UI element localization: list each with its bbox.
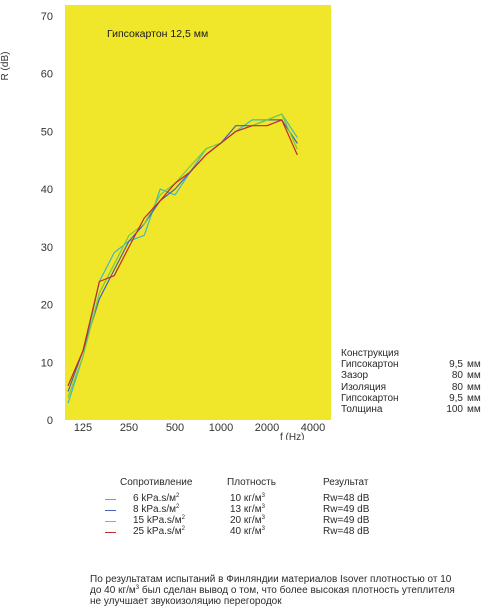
footnote-line-3: не улучшает звукоизоляцию перегородок <box>90 596 282 607</box>
construction-layer-unit: мм <box>467 392 481 404</box>
legend-resistance-text: 8 kPa.s/м <box>133 504 177 515</box>
construction-row: Толщина 100 мм <box>341 404 481 415</box>
footnote-line-1: По результатам испытаний в Финляндии мат… <box>90 574 452 585</box>
legend-resistance-sup: 2 <box>181 515 185 521</box>
legend-result-text: Rw=48 dB <box>323 493 370 504</box>
legend-resistance-text: 25 kPa.s/м <box>133 526 182 537</box>
construction-rows: Гипсокартон 9,5 мм Зазор 80 мм Изоляция 80 мм Гип… <box>341 359 481 415</box>
x-tick-label: 1000 <box>209 422 233 434</box>
legend-result-text: Rw=49 dB <box>323 515 370 526</box>
x-tick-label: 500 <box>166 422 184 434</box>
legend-density-text: 10 кг/м <box>230 493 262 504</box>
legend-result: Rw=48 dB <box>323 493 369 504</box>
y-tick-label: 60 <box>41 69 53 81</box>
construction-layer-value: 9,5 <box>449 359 463 371</box>
construction-row: Гипсокартон 9,5 мм <box>341 359 481 370</box>
construction-layer-value: 100 <box>446 404 463 416</box>
data-series <box>67 113 298 404</box>
x-tick-label: 250 <box>120 422 138 434</box>
construction-layer-unit: мм <box>467 404 481 416</box>
header-result: Результат <box>323 477 369 488</box>
construction-layer-unit: мм <box>467 381 481 393</box>
legend-resistance-text: 6 kPa.s/м <box>133 493 177 504</box>
y-tick-label: 20 <box>41 300 53 312</box>
construction-layer-value: 9,5 <box>449 392 463 404</box>
legend-resistance-sup: 2 <box>181 526 185 532</box>
y-tick-label: 10 <box>41 357 53 369</box>
construction-row: Изоляция 80 мм <box>341 382 481 393</box>
legend-row: 15 kPa.s/м2 20 кг/м3 Rw=49 dB <box>105 515 405 526</box>
legend-swatch <box>105 521 116 522</box>
legend-density-sup: 3 <box>261 526 265 532</box>
construction-spec: Конструкция Гипсокартон 9,5 мм Зазор 80 мм Изо… <box>341 348 481 415</box>
legend-swatch <box>105 499 116 500</box>
construction-layer-value: 80 <box>451 381 463 393</box>
legend-density-sup: 3 <box>261 493 265 499</box>
legend-density-text: 13 кг/м <box>230 504 262 515</box>
legend-density: 40 кг/м3 <box>230 526 265 537</box>
x-axis-label: f (Hz) <box>280 432 304 440</box>
legend-swatch <box>105 510 116 511</box>
legend-resistance-sup: 2 <box>176 493 180 499</box>
legend-result: Rw=49 dB <box>323 504 369 515</box>
construction-layer-name: Зазор <box>341 370 369 382</box>
legend-resistance-sup: 2 <box>176 504 180 510</box>
chart-title: Гипсокартон 12,5 мм <box>107 28 208 40</box>
legend-swatch <box>105 532 116 533</box>
series-line-1 <box>67 113 298 404</box>
y-axis-label: R (dB) <box>0 52 11 81</box>
legend-density-text: 40 кг/м <box>230 526 262 537</box>
chart: Гипсокартон 12,5 мм R (dB) f (Hz) 0 10 20 3… <box>0 5 331 440</box>
legend-density-sup: 3 <box>261 515 265 521</box>
x-tick-label: 125 <box>74 422 92 434</box>
legend-density: 13 кг/м3 <box>230 504 265 515</box>
legend-row: 25 kPa.s/м2 40 кг/м3 Rw=48 dB <box>105 526 405 537</box>
legend-density: 20 кг/м3 <box>230 515 265 526</box>
x-tick-labels: 125 250 500 1000 2000 4000 <box>74 422 325 434</box>
legend-row: 6 kPa.s/м2 10 кг/м3 Rw=48 dB <box>105 493 405 504</box>
construction-layer-unit: мм <box>467 370 481 382</box>
legend-result: Rw=48 dB <box>323 526 369 537</box>
construction-row: Зазор 80 мм <box>341 370 481 381</box>
header-density: Плотность <box>227 477 276 488</box>
y-tick-label: 40 <box>41 184 53 196</box>
legend-density-sup: 3 <box>261 504 265 510</box>
legend-density-text: 20 кг/м <box>230 515 262 526</box>
legend-resistance: 6 kPa.s/м2 <box>133 493 179 504</box>
construction-layer-name: Изоляция <box>341 381 386 393</box>
legend-result-text: Rw=48 dB <box>323 526 370 537</box>
y-tick-label: 0 <box>47 415 53 427</box>
y-tick-labels: 0 10 20 30 40 50 60 70 <box>41 11 53 427</box>
legend-resistance: 15 kPa.s/м2 <box>133 515 185 526</box>
footnote: По результатам испытаний в Финляндии мат… <box>90 574 470 607</box>
y-tick-label: 50 <box>41 126 53 138</box>
footnote-line-2: до 40 кг/м3 был сделан вывод о том, что … <box>90 585 470 596</box>
construction-layer-name: Толщина <box>341 404 383 416</box>
x-tick-label: 4000 <box>301 422 325 434</box>
header-resistance: Сопротивление <box>120 477 193 488</box>
footnote-line-2-end: был сделан вывод о том, что более высока… <box>139 585 455 596</box>
legend-density: 10 кг/м3 <box>230 493 265 504</box>
construction-layer-unit: мм <box>467 359 481 371</box>
construction-layer-name: Гипсокартон <box>341 392 399 404</box>
legend-resistance: 25 kPa.s/м2 <box>133 526 185 537</box>
x-tick-label: 2000 <box>255 422 279 434</box>
plot-area-background <box>65 5 331 420</box>
legend-resistance-text: 15 kPa.s/м <box>133 515 182 526</box>
legend-resistance: 8 kPa.s/м2 <box>133 504 179 515</box>
construction-row: Гипсокартон 9,5 мм <box>341 393 481 404</box>
legend-result: Rw=49 dB <box>323 515 369 526</box>
footnote-line-2-sup: 3 <box>135 585 140 591</box>
footnote-line-2-start: до 40 кг/м <box>90 585 136 596</box>
legend-result-text: Rw=49 dB <box>323 504 370 515</box>
y-tick-label: 30 <box>41 242 53 254</box>
legend-row: 8 kPa.s/м2 13 кг/м3 Rw=49 dB <box>105 504 405 515</box>
construction-heading: Конструкция <box>341 348 400 359</box>
series-line-4 <box>67 119 298 386</box>
construction-layer-value: 80 <box>451 370 463 382</box>
y-tick-label: 70 <box>41 11 53 23</box>
construction-layer-name: Гипсокартон <box>341 359 399 371</box>
